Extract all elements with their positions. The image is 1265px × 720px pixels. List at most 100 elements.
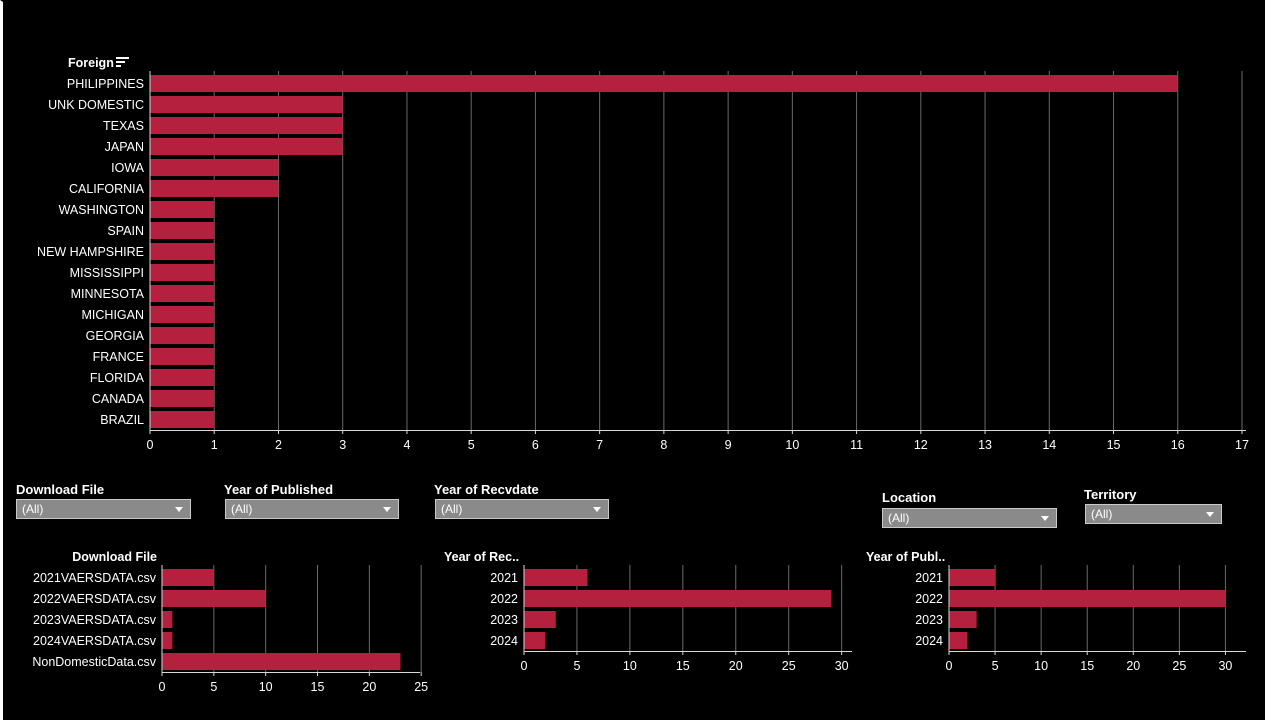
x-tick-label: 2 [275,438,282,452]
category-label: JAPAN [105,140,144,154]
chevron-down-icon [175,507,183,512]
category-label: 2023 [915,613,943,627]
x-tick-label: 10 [1034,659,1048,673]
bar [150,138,343,155]
category-label: MINNESOTA [71,287,145,301]
bar [150,327,215,344]
bar [150,390,215,407]
bar [524,590,832,607]
x-tick-label: 15 [311,680,325,694]
x-tick-label: 1 [211,438,218,452]
bar [524,611,556,628]
chevron-down-icon [383,507,391,512]
category-label: WASHINGTON [59,203,144,217]
category-label: NEW HAMPSHIRE [37,245,144,259]
category-label: TEXAS [103,119,144,133]
x-tick-label: 15 [676,659,690,673]
bar [949,569,996,586]
category-label: BRAZIL [100,413,144,427]
download-file-bar-chart: Download File 2021VAERSDATA.csv 2022VAERSD… [32,550,428,694]
x-tick-label: 10 [259,680,273,694]
x-tick-label: 10 [623,659,637,673]
foreign-bar-chart: Foreign PHILIPPINES UNK DOMESTIC TEXAS JAPAN… [37,56,1249,452]
territory-dropdown-value: (All) [1091,507,1113,521]
x-tick-label: 0 [159,680,166,694]
location-dropdown[interactable]: (All) [882,508,1057,528]
bar [150,180,279,197]
bar [949,632,968,649]
x-tick-label: 15 [1080,659,1094,673]
bar [150,285,215,302]
x-tick-label: 16 [1171,438,1185,452]
download-file-filter-label: Download File [16,482,105,497]
category-label: NonDomesticData.csv [32,655,156,669]
x-tick-label: 4 [403,438,410,452]
category-label: MISSISSIPPI [70,266,144,280]
x-tick-label: 30 [835,659,849,673]
x-tick-label: 11 [850,438,863,452]
x-tick-label: 20 [362,680,376,694]
chart-header: Year of Rec.. [444,550,519,564]
category-label: FRANCE [93,350,144,364]
chevron-down-icon [1041,516,1049,521]
bar [949,611,977,628]
x-tick-label: 25 [1172,659,1186,673]
category-label: IOWA [111,161,145,175]
bar [150,306,215,323]
x-tick-label: 25 [414,680,428,694]
x-tick-label: 5 [210,680,217,694]
x-tick-label: 0 [946,659,953,673]
bar [150,222,215,239]
category-label: 2023VAERSDATA.csv [33,613,157,627]
bar [150,348,215,365]
bar [150,411,215,428]
x-tick-label: 5 [573,659,580,673]
x-tick-label: 7 [596,438,603,452]
x-tick-label: 0 [147,438,154,452]
chevron-down-icon [593,507,601,512]
category-label: 2021 [915,571,943,585]
x-tick-label: 20 [729,659,743,673]
year-recvdate-dropdown[interactable]: (All) [435,499,609,519]
x-tick-label: 14 [1042,438,1056,452]
category-label: MICHIGAN [82,308,145,322]
bar [162,653,401,670]
bar [162,632,173,649]
category-label: 2021VAERSDATA.csv [33,571,157,585]
category-label: 2024 [915,634,943,648]
category-label: 2022VAERSDATA.csv [33,592,157,606]
territory-filter-label: Territory [1084,487,1137,502]
location-dropdown-value: (All) [888,511,910,525]
x-tick-label: 13 [978,438,992,452]
x-tick-label: 15 [1107,438,1121,452]
year-published-dropdown-value: (All) [231,502,253,516]
bar [150,96,343,113]
sort-icon[interactable] [116,57,129,68]
x-tick-label: 17 [1235,438,1249,452]
bar [150,117,343,134]
bar [150,264,215,281]
bar [162,590,266,607]
year-published-filter-label: Year of Published [224,482,334,497]
x-tick-label: 0 [521,659,528,673]
bar [949,590,1226,607]
chart-header: Download File [72,550,157,564]
location-filter-label: Location [882,490,937,505]
year-recvdate-filter-label: Year of Recvdate [434,482,539,497]
x-tick-label: 9 [725,438,732,452]
bar [524,569,588,586]
year-published-dropdown[interactable]: (All) [225,499,399,519]
download-file-dropdown[interactable]: (All) [16,499,191,519]
bar [150,201,215,218]
x-tick-label: 3 [339,438,346,452]
x-tick-label: 12 [914,438,928,452]
territory-dropdown[interactable]: (All) [1085,504,1222,524]
bar [162,611,173,628]
bar [150,369,215,386]
category-label: 2021 [490,571,518,585]
chevron-down-icon [1206,512,1214,517]
chart-header: Year of Publ.. [866,550,945,564]
